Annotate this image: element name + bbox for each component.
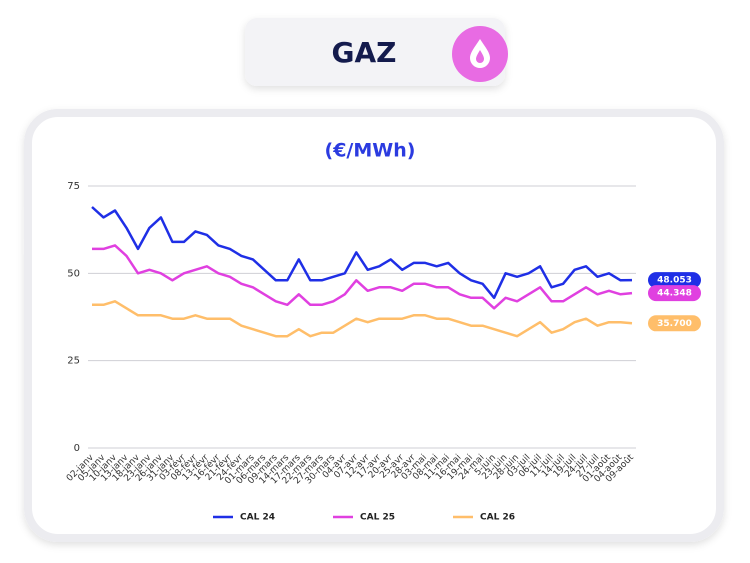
legend-label: CAL 24	[240, 513, 275, 523]
series-line	[91, 206, 633, 300]
series-line	[92, 300, 633, 338]
y-tick-label: 0	[74, 443, 80, 454]
y-tick-label: 50	[67, 268, 80, 279]
end-label: 48.053	[657, 276, 692, 286]
header-pill	[245, 18, 505, 86]
end-label: 44.348	[657, 289, 692, 299]
y-tick-label: 25	[67, 356, 80, 367]
header-title: GAZ	[332, 36, 397, 69]
end-label: 35.700	[657, 319, 692, 329]
end-badge	[648, 315, 701, 332]
end-badge	[648, 285, 701, 302]
legend-label: CAL 26	[480, 513, 515, 523]
chart-subtitle: (€/MWh)	[325, 140, 416, 162]
legend-label: CAL 25	[360, 513, 395, 523]
y-tick-label: 75	[67, 181, 80, 192]
end-badge	[648, 272, 701, 289]
chart-card	[24, 109, 724, 542]
drop-inner	[476, 50, 484, 63]
series-line	[92, 244, 633, 310]
